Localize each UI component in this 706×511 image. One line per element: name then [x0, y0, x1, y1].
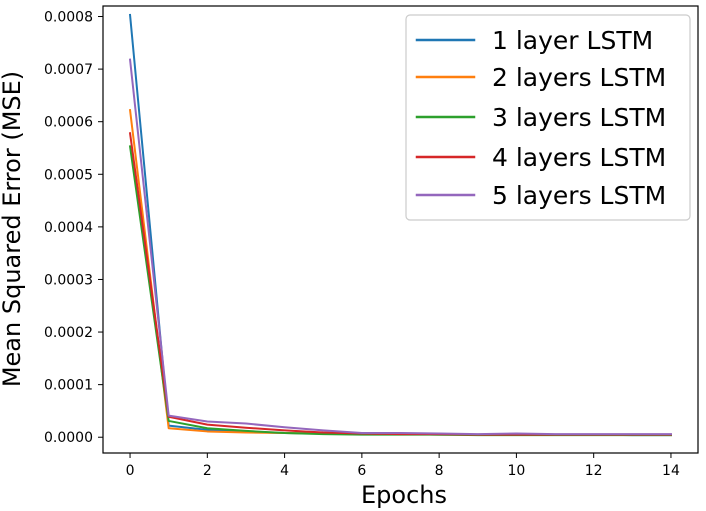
series-line-5 [128, 58, 672, 436]
legend-label-2-layers: 2 layers LSTM [492, 63, 666, 92]
series-layer [128, 13, 672, 437]
legend-label-3-layers: 3 layers LSTM [492, 103, 666, 132]
y-tick-label: 0.0000 [44, 430, 93, 446]
x-axis-ticks: 0 2 4 6 8 10 12 14 [126, 453, 680, 479]
y-tick-label: 0.0004 [44, 220, 93, 236]
x-tick-label: 6 [357, 463, 366, 479]
legend-label-5-layers: 5 layers LSTM [492, 181, 666, 210]
y-tick-label: 0.0006 [44, 115, 93, 131]
y-tick-label: 0.0003 [44, 272, 93, 288]
y-axis-label: Mean Squared Error (MSE) [0, 71, 26, 387]
x-axis-label: Epochs [361, 481, 447, 509]
legend-box [405, 14, 691, 221]
legend: 1 layer LSTM 2 layers LSTM 3 layers LSTM… [405, 14, 691, 221]
y-axis-ticks: 0.0000 0.0001 0.0002 0.0003 0.0004 0.0005 0.00… [44, 10, 103, 446]
y-tick-label: 0.0005 [44, 167, 93, 183]
y-tick-label: 0.0002 [44, 325, 93, 341]
x-tick-label: 12 [585, 463, 603, 479]
x-tick-label: 10 [507, 463, 525, 479]
x-tick-label: 4 [280, 463, 289, 479]
y-tick-label: 0.0008 [44, 10, 93, 26]
x-tick-label: 14 [662, 463, 680, 479]
plot-frame [102, 5, 699, 454]
legend-label-1-layer: 1 layer LSTM [492, 26, 653, 55]
legend-label-4-layers: 4 layers LSTM [492, 143, 666, 172]
x-tick-label: 0 [126, 463, 135, 479]
y-tick-label: 0.0001 [44, 378, 93, 394]
y-tick-label: 0.0007 [44, 62, 93, 78]
x-tick-label: 8 [435, 463, 444, 479]
x-tick-label: 2 [203, 463, 212, 479]
